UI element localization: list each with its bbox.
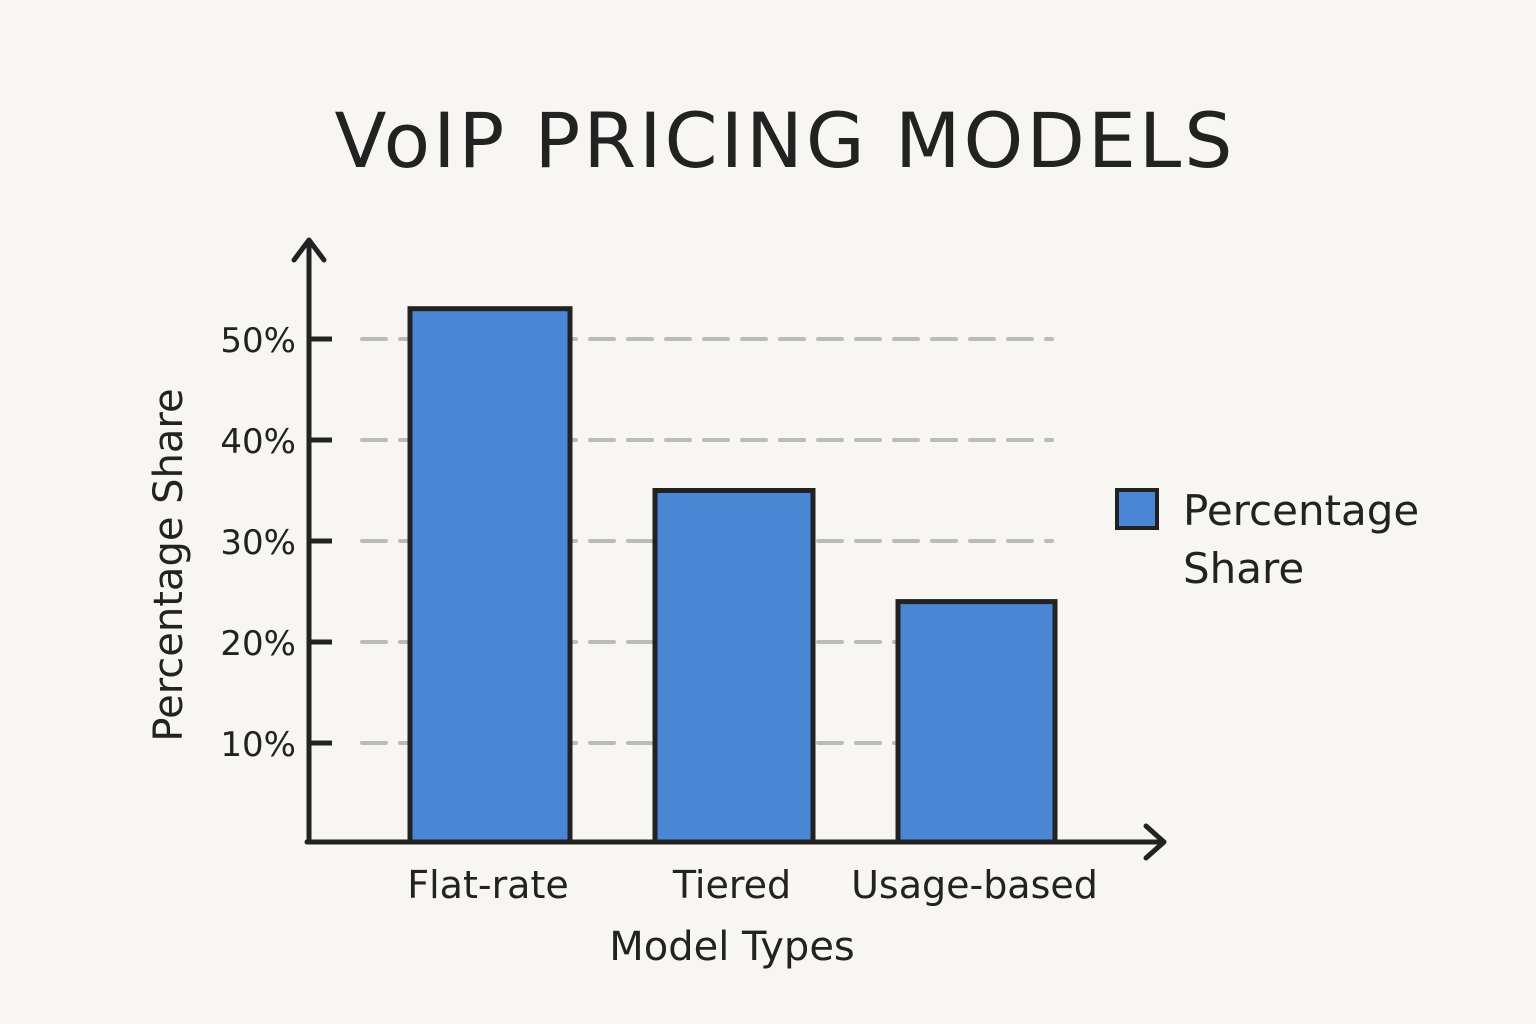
y-tick-label: 50% — [220, 321, 296, 361]
x-tick-label: Flat-rate — [407, 863, 569, 907]
chart-title: VoIP PRICING MODELS — [335, 96, 1236, 185]
x-axis-label: Model Types — [609, 924, 855, 970]
bar-flat-rate — [407, 306, 573, 845]
y-tick-label: 40% — [220, 422, 296, 462]
bar-usage-based — [895, 599, 1058, 845]
y-tick-label: 20% — [220, 624, 296, 664]
legend-label-line1: Percentage — [1183, 486, 1419, 535]
legend-label-line2: Share — [1183, 544, 1304, 593]
y-axis-arrow — [291, 237, 327, 263]
bar-tiered — [652, 488, 816, 845]
legend: Percentage Share — [1115, 486, 1419, 593]
legend-swatch — [1115, 488, 1159, 530]
y-tick-label: 30% — [220, 523, 296, 563]
y-axis-label: Percentage Share — [146, 388, 192, 741]
x-tick-label: Usage-based — [851, 863, 1098, 907]
x-tick-label: Tiered — [672, 863, 791, 907]
x-axis-arrow — [1143, 823, 1167, 861]
y-tick-label: 10% — [220, 725, 296, 765]
